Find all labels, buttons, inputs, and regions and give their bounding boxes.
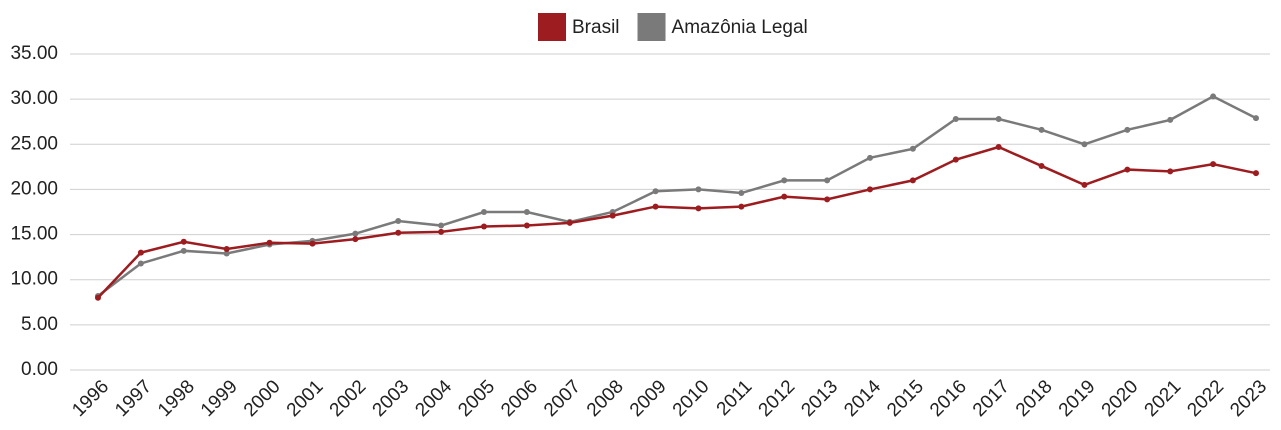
data-point bbox=[909, 177, 916, 184]
data-point bbox=[695, 186, 702, 193]
data-point bbox=[952, 116, 959, 123]
data-point bbox=[523, 209, 530, 215]
x-tick-label: 2013 bbox=[797, 376, 842, 421]
data-point bbox=[395, 229, 402, 236]
data-point bbox=[223, 250, 230, 257]
x-tick-label: 2005 bbox=[454, 376, 499, 421]
x-tick-label: 2006 bbox=[497, 376, 542, 421]
data-point bbox=[266, 239, 273, 246]
data-point bbox=[180, 238, 187, 245]
data-point bbox=[995, 116, 1002, 123]
series-line bbox=[97, 145, 1257, 299]
data-point bbox=[438, 222, 445, 229]
y-tick-label: 20.00 bbox=[10, 178, 58, 199]
data-point bbox=[1038, 126, 1045, 133]
x-tick-label: 2009 bbox=[626, 376, 671, 421]
data-point bbox=[1081, 141, 1088, 148]
data-point bbox=[609, 212, 616, 219]
legend-swatch bbox=[637, 13, 666, 41]
x-tick-label: 1997 bbox=[111, 376, 156, 421]
data-point bbox=[352, 236, 359, 243]
data-point bbox=[438, 228, 445, 235]
data-point bbox=[523, 222, 530, 229]
legend-label: Amazônia Legal bbox=[672, 17, 808, 38]
data-point bbox=[1124, 166, 1131, 173]
data-point bbox=[1253, 115, 1259, 122]
x-tick-label: 2001 bbox=[283, 376, 328, 421]
data-point bbox=[1081, 181, 1088, 188]
data-point bbox=[652, 203, 659, 210]
data-point bbox=[1038, 162, 1045, 169]
data-point bbox=[1124, 126, 1131, 133]
x-tick-label: 1996 bbox=[68, 376, 113, 421]
y-tick-label: 15.00 bbox=[10, 224, 58, 245]
y-tick-label: 5.00 bbox=[21, 314, 58, 335]
x-tick-label: 2020 bbox=[1098, 376, 1143, 421]
y-tick-label: 10.00 bbox=[10, 269, 58, 290]
y-tick-label: 0.00 bbox=[21, 359, 58, 380]
data-point bbox=[1167, 116, 1174, 123]
data-point bbox=[566, 219, 573, 226]
data-point bbox=[824, 196, 831, 203]
series-line bbox=[97, 95, 1257, 297]
data-point bbox=[781, 177, 788, 184]
x-tick-label: 2021 bbox=[1141, 376, 1186, 421]
data-point bbox=[137, 249, 144, 256]
x-tick-label: 2002 bbox=[326, 376, 371, 421]
data-point bbox=[695, 205, 702, 212]
data-point bbox=[1167, 168, 1174, 175]
x-tick-label: 2010 bbox=[669, 376, 714, 421]
y-tick-label: 35.00 bbox=[10, 43, 58, 64]
x-tick-label: 1999 bbox=[197, 376, 242, 421]
data-point bbox=[995, 143, 1002, 150]
x-tick-label: 2017 bbox=[969, 376, 1014, 421]
data-point bbox=[909, 145, 916, 152]
legend-swatch bbox=[538, 13, 566, 41]
data-point bbox=[738, 190, 745, 197]
data-point bbox=[137, 260, 144, 267]
x-tick-label: 2007 bbox=[540, 376, 585, 421]
x-tick-label: 2011 bbox=[713, 376, 757, 420]
data-point bbox=[1253, 170, 1259, 177]
x-tick-label: 2014 bbox=[840, 376, 885, 421]
data-point bbox=[652, 188, 659, 195]
x-tick-label: 2003 bbox=[369, 376, 414, 421]
data-point bbox=[867, 186, 873, 193]
data-point bbox=[481, 209, 487, 215]
data-point bbox=[824, 177, 831, 184]
data-point bbox=[309, 240, 316, 247]
x-tick-label: 2015 bbox=[883, 376, 928, 421]
x-tick-label: 2000 bbox=[240, 376, 285, 421]
x-tick-label: 2022 bbox=[1183, 376, 1228, 421]
data-point bbox=[867, 154, 873, 161]
data-point bbox=[952, 156, 959, 163]
data-point bbox=[180, 247, 187, 254]
data-point bbox=[1210, 161, 1217, 168]
x-tick-label: 2019 bbox=[1055, 376, 1100, 421]
data-point bbox=[1210, 93, 1217, 100]
data-point bbox=[481, 223, 487, 230]
y-tick-label: 30.00 bbox=[10, 88, 58, 109]
x-tick-label: 2016 bbox=[926, 376, 971, 421]
x-tick-label: 2012 bbox=[755, 376, 800, 421]
x-tick-label: 2018 bbox=[1012, 376, 1057, 421]
legend-label: Brasil bbox=[572, 17, 620, 38]
x-tick-label: 1998 bbox=[154, 376, 199, 421]
x-tick-label: 2023 bbox=[1226, 376, 1271, 421]
data-point bbox=[781, 193, 788, 200]
data-point bbox=[395, 218, 402, 225]
data-point bbox=[223, 246, 230, 253]
x-tick-label: 2004 bbox=[411, 376, 456, 421]
data-point bbox=[738, 203, 745, 210]
data-point bbox=[352, 230, 359, 237]
data-point bbox=[95, 294, 101, 301]
y-tick-label: 25.00 bbox=[10, 133, 58, 154]
x-tick-label: 2008 bbox=[583, 376, 628, 421]
